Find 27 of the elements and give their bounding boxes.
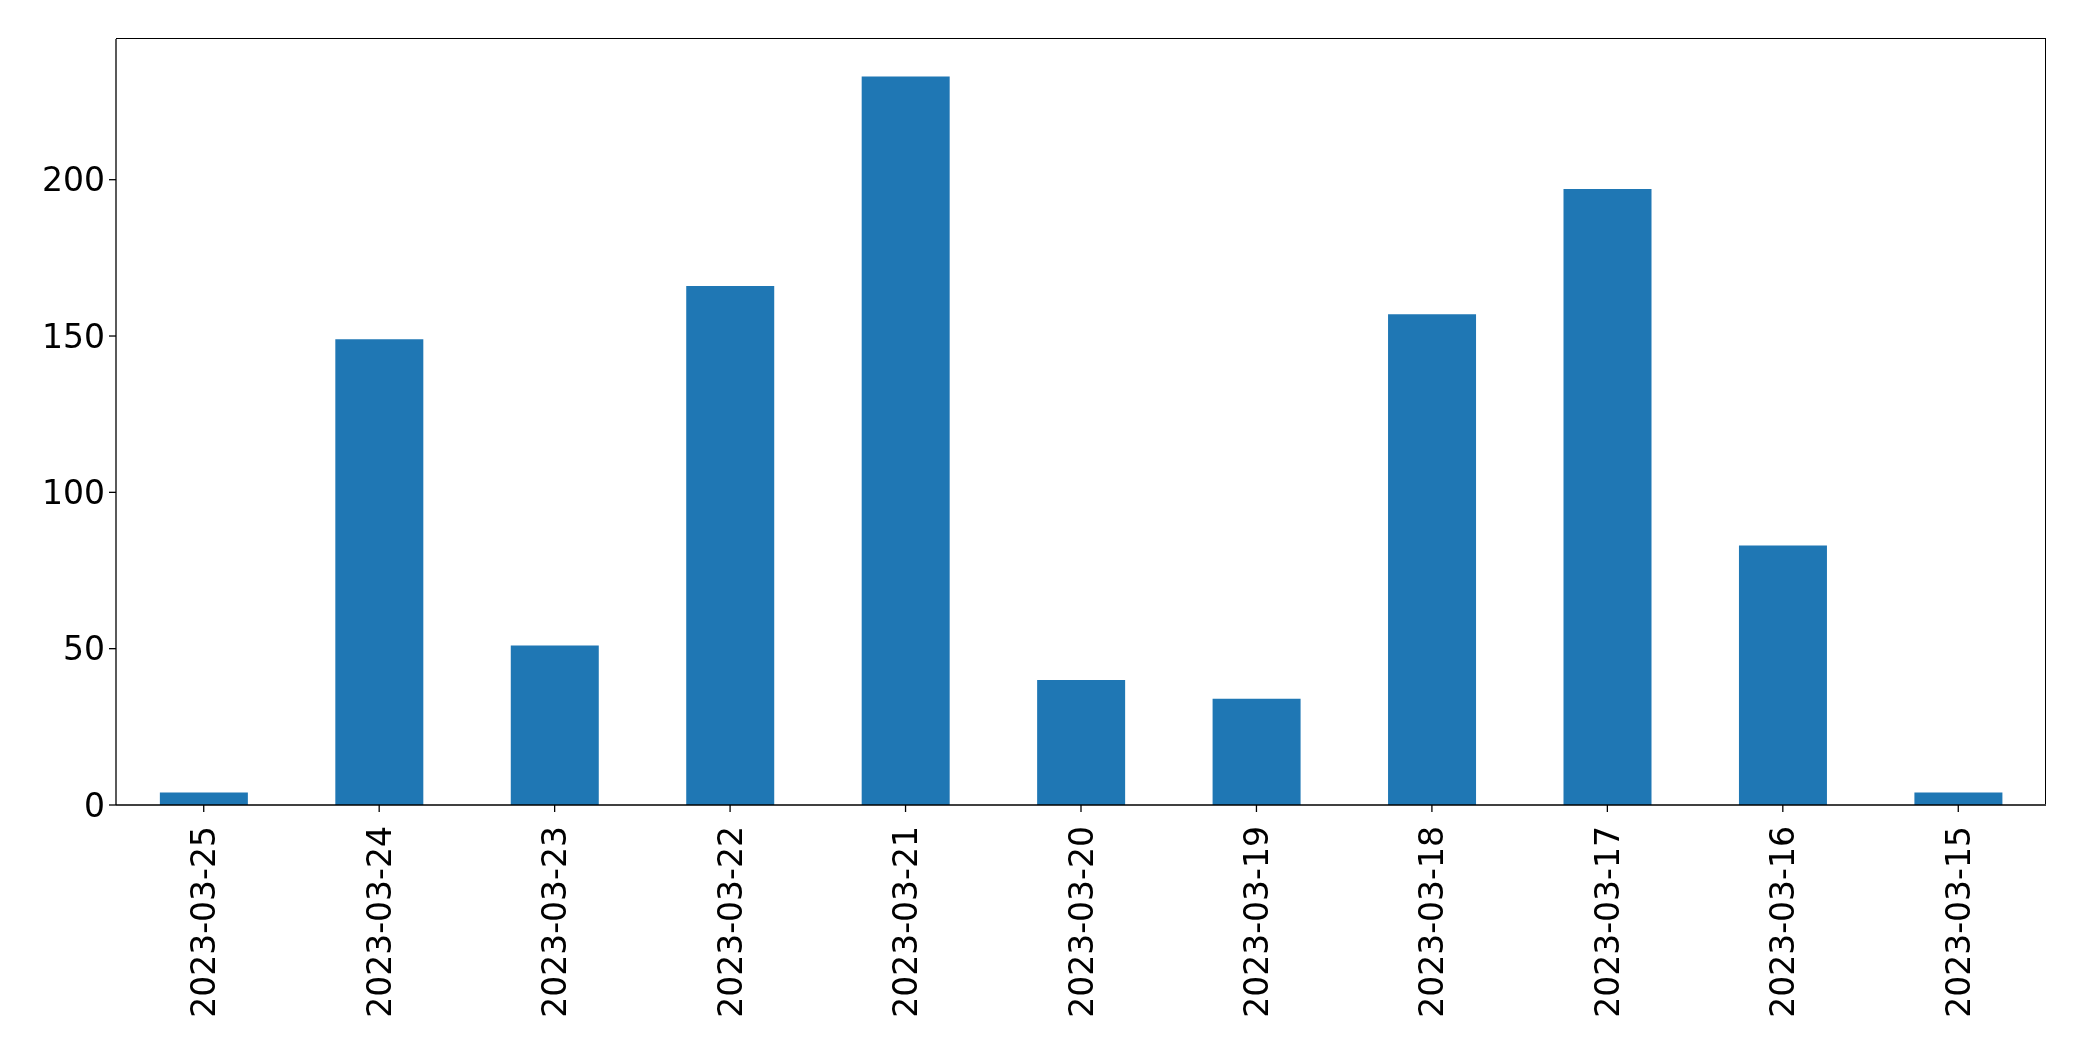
x-tick-label: 2023-03-24 [359,826,399,1018]
bar [1914,792,2003,805]
y-tick-label: 50 [63,629,105,669]
bar [1212,698,1301,805]
bar [1563,189,1652,805]
y-tick-label: 200 [42,160,105,200]
x-tick-label: 2023-03-17 [1587,826,1627,1018]
bar [510,645,599,805]
x-tick-label: 2023-03-21 [886,826,926,1018]
bar [1037,679,1126,805]
bar [861,76,950,805]
y-tick-label: 100 [42,473,105,513]
x-tick-label: 2023-03-15 [1938,826,1978,1018]
x-tick-label: 2023-03-25 [184,826,224,1018]
bar [686,286,775,805]
x-tick-label: 2023-03-16 [1763,826,1803,1018]
bar [1388,314,1477,805]
x-tick-label: 2023-03-19 [1237,826,1276,1018]
y-tick-label: 0 [84,785,105,825]
x-tick-label: 2023-03-23 [535,826,575,1018]
bar [1738,545,1827,805]
x-tick-label: 2023-03-20 [1061,826,1101,1018]
y-tick-label: 150 [42,316,105,356]
bar [335,339,424,805]
x-tick-label: 2023-03-18 [1412,826,1452,1018]
x-tick-label: 2023-03-22 [710,826,750,1018]
bar [159,792,248,805]
